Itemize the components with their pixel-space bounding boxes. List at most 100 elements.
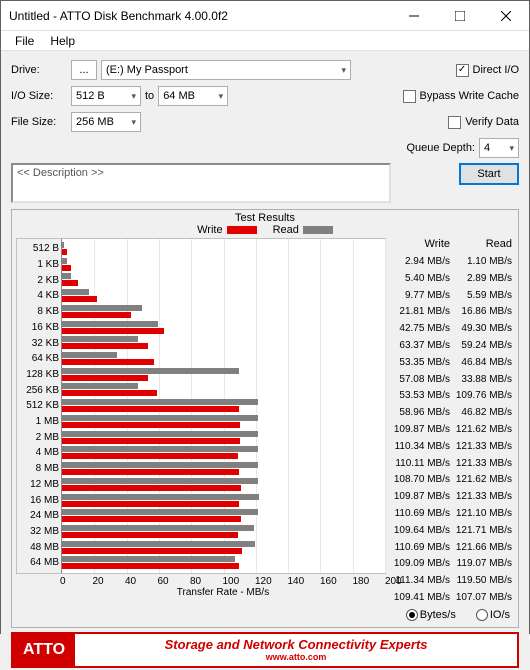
y-label: 16 KB bbox=[19, 322, 59, 333]
footer-banner: ATTO Storage and Network Connectivity Ex… bbox=[11, 632, 519, 668]
footer-url: www.atto.com bbox=[75, 652, 517, 662]
read-bar bbox=[62, 431, 258, 437]
close-button[interactable] bbox=[483, 1, 529, 31]
read-bar bbox=[62, 289, 89, 295]
y-axis-labels: 512 B1 KB2 KB4 KB8 KB16 KB32 KB64 KB128 … bbox=[17, 239, 61, 573]
drive-label: Drive: bbox=[11, 64, 71, 76]
write-value: 109.09 MB/s bbox=[390, 556, 452, 573]
bar-row bbox=[62, 414, 385, 430]
bar-row bbox=[62, 288, 385, 304]
results-title: Test Results bbox=[16, 212, 514, 224]
start-button[interactable]: Start bbox=[459, 163, 519, 185]
read-value: 33.88 MB/s bbox=[452, 372, 514, 389]
bypass-label: Bypass Write Cache bbox=[420, 90, 519, 102]
queue-select[interactable]: 4 ▾ bbox=[479, 138, 519, 158]
read-value: 109.76 MB/s bbox=[452, 388, 514, 405]
y-label: 1 KB bbox=[19, 259, 59, 270]
read-header: Read bbox=[452, 238, 514, 254]
description-input[interactable]: << Description >> bbox=[11, 163, 391, 203]
minimize-icon bbox=[409, 11, 419, 21]
verify-checkbox[interactable] bbox=[448, 116, 461, 129]
read-bar bbox=[62, 305, 142, 311]
x-axis-labels: 020406080100120140160180200 bbox=[16, 574, 386, 587]
write-bar bbox=[62, 548, 242, 554]
bar-row bbox=[62, 524, 385, 540]
read-value: 16.86 MB/s bbox=[452, 304, 514, 321]
y-label: 2 KB bbox=[19, 275, 59, 286]
write-bar bbox=[62, 532, 238, 538]
results-panel: Test Results Write Read 512 B1 KB2 KB4 K… bbox=[11, 209, 519, 628]
read-value: 2.89 MB/s bbox=[452, 271, 514, 288]
atto-logo: ATTO bbox=[13, 634, 75, 666]
maximize-button[interactable] bbox=[437, 1, 483, 31]
read-bar bbox=[62, 336, 138, 342]
io-from-value: 512 B bbox=[76, 90, 105, 102]
browse-button[interactable]: ... bbox=[71, 60, 97, 80]
y-label: 64 MB bbox=[19, 557, 59, 568]
io-to-select[interactable]: 64 MB ▾ bbox=[158, 86, 228, 106]
io-radio[interactable] bbox=[476, 609, 488, 621]
write-bar bbox=[62, 375, 148, 381]
write-value: 21.81 MB/s bbox=[390, 304, 452, 321]
drive-select[interactable]: (E:) My Passport ▾ bbox=[101, 60, 351, 80]
filesize-select[interactable]: 256 MB ▾ bbox=[71, 112, 141, 132]
bytes-radio[interactable] bbox=[406, 609, 418, 621]
y-label: 32 KB bbox=[19, 338, 59, 349]
bar-row bbox=[62, 272, 385, 288]
write-value: 63.37 MB/s bbox=[390, 338, 452, 355]
bar-row bbox=[62, 320, 385, 336]
read-bar bbox=[62, 525, 254, 531]
bar-row bbox=[62, 241, 385, 257]
direct-io-checkbox[interactable] bbox=[456, 64, 469, 77]
bar-row bbox=[62, 477, 385, 493]
read-value: 121.71 MB/s bbox=[452, 523, 514, 540]
read-value: 121.33 MB/s bbox=[452, 456, 514, 473]
write-bar bbox=[62, 296, 97, 302]
maximize-icon bbox=[455, 11, 465, 21]
write-value: 110.69 MB/s bbox=[390, 506, 452, 523]
bar-row bbox=[62, 493, 385, 509]
read-value: 121.10 MB/s bbox=[452, 506, 514, 523]
read-value: 1.10 MB/s bbox=[452, 254, 514, 271]
y-label: 4 MB bbox=[19, 447, 59, 458]
menu-help[interactable]: Help bbox=[42, 34, 83, 48]
bar-row bbox=[62, 335, 385, 351]
read-bar bbox=[62, 368, 239, 374]
menu-file[interactable]: File bbox=[7, 34, 42, 48]
read-value: 119.50 MB/s bbox=[452, 573, 514, 590]
y-label: 8 MB bbox=[19, 463, 59, 474]
io-from-select[interactable]: 512 B ▾ bbox=[71, 86, 141, 106]
drive-value: (E:) My Passport bbox=[106, 64, 188, 76]
bar-row bbox=[62, 461, 385, 477]
x-axis-title: Transfer Rate - MB/s bbox=[16, 587, 386, 598]
io-to-label: to bbox=[145, 90, 154, 102]
direct-io-label: Direct I/O bbox=[473, 64, 519, 76]
legend-read-label: Read bbox=[273, 224, 299, 236]
bars-zone bbox=[61, 239, 385, 573]
write-bar bbox=[62, 485, 241, 491]
bar-row bbox=[62, 367, 385, 383]
write-bar bbox=[62, 406, 239, 412]
legend-write-swatch bbox=[227, 226, 257, 234]
chevron-down-icon: ▾ bbox=[219, 91, 224, 102]
bar-row bbox=[62, 382, 385, 398]
io-to-value: 64 MB bbox=[163, 90, 195, 102]
window-title: Untitled - ATTO Disk Benchmark 4.00.0f2 bbox=[9, 9, 391, 23]
write-bar bbox=[62, 312, 131, 318]
write-bar bbox=[62, 328, 164, 334]
bypass-checkbox[interactable] bbox=[403, 90, 416, 103]
write-bar bbox=[62, 563, 239, 569]
y-label: 512 B bbox=[19, 243, 59, 254]
menubar: File Help bbox=[1, 31, 529, 51]
read-bar bbox=[62, 478, 258, 484]
read-bar bbox=[62, 494, 259, 500]
write-value: 53.35 MB/s bbox=[390, 355, 452, 372]
bar-row bbox=[62, 351, 385, 367]
chevron-down-icon: ▾ bbox=[131, 117, 136, 128]
minimize-button[interactable] bbox=[391, 1, 437, 31]
write-value: 5.40 MB/s bbox=[390, 271, 452, 288]
read-value: 121.66 MB/s bbox=[452, 540, 514, 557]
bytes-label: Bytes/s bbox=[420, 609, 456, 621]
write-bar bbox=[62, 359, 154, 365]
write-value: 109.41 MB/s bbox=[390, 590, 452, 607]
